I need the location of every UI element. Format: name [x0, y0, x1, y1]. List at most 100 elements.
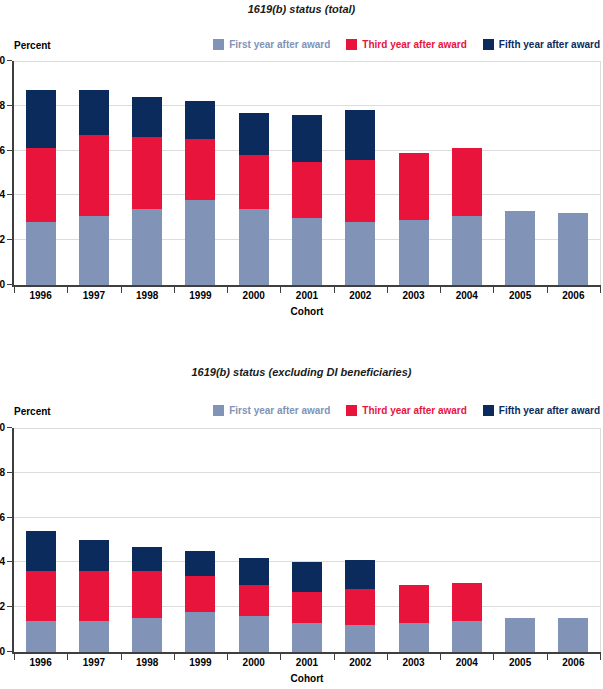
- bar-segment-first-year: [345, 222, 375, 285]
- bar-segment-fifth-year: [345, 110, 375, 159]
- x-axis-line: [12, 285, 601, 287]
- bar-segment-first-year: [132, 618, 162, 652]
- x-tick-label: 1996: [14, 290, 67, 301]
- bar-segment-third-year: [132, 571, 162, 618]
- x-tick-label: 1998: [121, 657, 174, 668]
- x-tick-label: 1998: [121, 290, 174, 301]
- bar-segment-first-year: [132, 209, 162, 285]
- bar-segment-fifth-year: [79, 540, 109, 571]
- bar-segment-first-year: [26, 621, 56, 652]
- x-tick-label: 2006: [547, 290, 600, 301]
- bar-segment-first-year: [505, 618, 535, 652]
- y-tick-label: 6: [0, 146, 5, 156]
- bar-segment-fifth-year: [132, 97, 162, 137]
- plot-border-top: [14, 61, 600, 62]
- x-tick-label: 2003: [387, 290, 440, 301]
- bar-segment-fifth-year: [79, 90, 109, 135]
- x-axis-title: Cohort: [14, 673, 600, 684]
- bar-segment-third-year: [185, 139, 215, 199]
- bar-segment-third-year: [26, 571, 56, 620]
- bar-segment-first-year: [345, 625, 375, 652]
- y-tick-label: 10: [0, 423, 5, 433]
- plot-border-right: [600, 428, 601, 652]
- chartbook-page: 1619(b) status (total) Percent First yea…: [0, 0, 603, 689]
- x-tick-label: 2001: [280, 657, 333, 668]
- bar-segment-first-year: [558, 213, 588, 285]
- bar-segment-third-year: [399, 585, 429, 623]
- legend: First year after award Third year after a…: [213, 39, 600, 50]
- y-tick-label: 0: [0, 280, 5, 290]
- chart-header-excluding-di: Percent First year after awardThird year…: [14, 405, 600, 418]
- bar-segment-fifth-year: [185, 551, 215, 576]
- y-tick-label: 2: [0, 235, 5, 245]
- bar-segment-fifth-year: [239, 113, 269, 156]
- legend-item-third-year: Third year after award: [346, 39, 466, 50]
- y-tick-label: 6: [0, 513, 5, 523]
- bar-segment-first-year: [79, 216, 109, 285]
- bar-segment-third-year: [399, 153, 429, 220]
- bar-segment-first-year: [26, 222, 56, 285]
- x-tick-label: 2004: [440, 290, 493, 301]
- bar-segment-third-year: [185, 576, 215, 612]
- bar-segment-third-year: [292, 162, 322, 218]
- bar-segment-third-year: [239, 585, 269, 616]
- legend-item-third-year: Third year after award: [346, 405, 466, 416]
- y-tick-label: 0: [0, 647, 5, 657]
- bar-segment-first-year: [292, 623, 322, 652]
- x-tick-label: 2003: [387, 657, 440, 668]
- y-axis-title: Percent: [14, 406, 51, 417]
- legend-swatch-fifth-year: [483, 405, 494, 416]
- x-tick-label: 1997: [67, 290, 120, 301]
- bar-segment-first-year: [452, 621, 482, 652]
- legend-label-third-year: Third year after award: [362, 39, 466, 50]
- bar-segment-first-year: [239, 616, 269, 652]
- x-tick-mark: [600, 654, 601, 660]
- chart-title-excluding-di: 1619(b) status (excluding DI beneficiari…: [0, 366, 603, 378]
- x-tick-label: 2004: [440, 657, 493, 668]
- x-tick-label: 2002: [334, 290, 387, 301]
- bar-segment-third-year: [292, 592, 322, 623]
- x-tick-label: 2001: [280, 290, 333, 301]
- bar-segment-first-year: [185, 612, 215, 652]
- legend-label-fifth-year: Fifth year after award: [499, 39, 600, 50]
- chart-header-total: Percent First year after award Third year…: [14, 39, 600, 52]
- legend-swatch-third-year: [346, 405, 357, 416]
- x-tick-label: 2002: [334, 657, 387, 668]
- bar-segment-fifth-year: [292, 562, 322, 591]
- x-tick-label: 1996: [14, 657, 67, 668]
- x-tick-label: 2006: [547, 657, 600, 668]
- bar-segment-fifth-year: [292, 115, 322, 162]
- legend-swatch-first-year: [213, 39, 224, 50]
- bar-segment-first-year: [505, 211, 535, 285]
- bar-segment-fifth-year: [26, 531, 56, 571]
- bar-segment-first-year: [79, 621, 109, 652]
- x-tick-label: 2000: [227, 290, 280, 301]
- bar-segment-fifth-year: [239, 558, 269, 585]
- x-axis-title: Cohort: [14, 306, 600, 317]
- y-tick-label: 4: [0, 190, 5, 200]
- x-tick-label: 1999: [174, 290, 227, 301]
- x-tick-label: 2005: [493, 657, 546, 668]
- bar-segment-third-year: [79, 135, 109, 216]
- y-tick-label: 4: [0, 557, 5, 567]
- x-tick-label: 1999: [174, 657, 227, 668]
- x-axis-line: [12, 652, 601, 654]
- bar-segment-third-year: [239, 155, 269, 209]
- plot-border-right: [600, 61, 601, 285]
- legend-label-first-year: First year after award: [229, 39, 330, 50]
- y-axis-line: [12, 428, 14, 654]
- bar-segment-first-year: [399, 220, 429, 285]
- legend-swatch-first-year: [213, 405, 224, 416]
- bar-segment-fifth-year: [132, 547, 162, 572]
- chart-title-total: 1619(b) status (total): [0, 3, 603, 15]
- bar-segment-third-year: [452, 583, 482, 621]
- y-tick-label: 8: [0, 101, 5, 111]
- legend-item-fifth-year: Fifth year after award: [483, 39, 600, 50]
- y-axis-line: [12, 61, 14, 287]
- x-tick-mark: [600, 287, 601, 293]
- bar-segment-fifth-year: [26, 90, 56, 148]
- bar-segment-first-year: [185, 200, 215, 285]
- y-axis-title: Percent: [14, 40, 51, 51]
- bar-segment-first-year: [292, 218, 322, 285]
- bar-segment-third-year: [132, 137, 162, 209]
